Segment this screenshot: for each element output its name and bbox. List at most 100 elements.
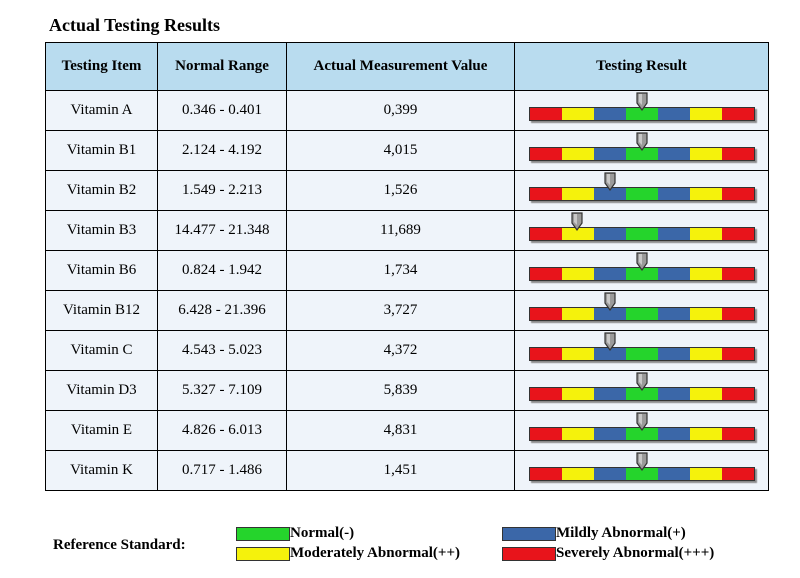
- mild-segment: [593, 307, 626, 320]
- testing-item-cell: Vitamin K: [45, 450, 158, 491]
- severe-segment: [721, 267, 754, 280]
- table-row: Vitamin B2 1.549 - 2.213 1,526: [45, 170, 769, 211]
- moderate-segment: [561, 187, 594, 200]
- normal-segment: [625, 307, 658, 320]
- normal-segment: [625, 467, 658, 480]
- normal-range-cell: 6.428 - 21.396: [157, 290, 287, 331]
- results-table-body: Vitamin A 0.346 - 0.401 0,399 Vitamin B1 2.1…: [45, 90, 769, 491]
- severe-segment: [529, 387, 562, 400]
- normal-segment: [625, 107, 658, 120]
- normal-segment: [625, 147, 658, 160]
- normal-range-cell: 0.717 - 1.486: [157, 450, 287, 491]
- actual-value-cell: 1,526: [286, 170, 515, 211]
- severe-segment: [721, 427, 754, 440]
- result-marker-icon: [635, 451, 648, 471]
- result-marker-icon: [635, 251, 648, 271]
- moderate-segment: [689, 307, 722, 320]
- severe-segment: [529, 307, 562, 320]
- moderate-segment: [561, 467, 594, 480]
- result-marker-icon: [635, 371, 648, 391]
- normal-segment: [625, 347, 658, 360]
- result-scale-bar: [528, 331, 755, 361]
- moderate-segment: [689, 267, 722, 280]
- legend-text-mild: Mildly Abnormal(+): [556, 525, 686, 541]
- severe-segment: [529, 187, 562, 200]
- header-actual-value: Actual Measurement Value: [286, 42, 515, 91]
- result-scale-bar: [528, 171, 755, 201]
- moderate-segment: [561, 307, 594, 320]
- testing-item-cell: Vitamin B6: [45, 250, 158, 291]
- normal-range-cell: 4.543 - 5.023: [157, 330, 287, 371]
- actual-value-cell: 4,831: [286, 410, 515, 451]
- testing-item-cell: Vitamin A: [45, 90, 158, 131]
- actual-value-cell: 4,015: [286, 130, 515, 171]
- actual-value-cell: 1,734: [286, 250, 515, 291]
- normal-segment: [625, 187, 658, 200]
- mild-segment: [593, 187, 626, 200]
- result-marker-icon: [635, 91, 648, 111]
- table-row: Vitamin B6 0.824 - 1.942 1,734: [45, 250, 769, 291]
- severe-segment: [529, 147, 562, 160]
- severe-segment: [721, 387, 754, 400]
- mild-segment: [657, 347, 690, 360]
- mild-segment: [593, 107, 626, 120]
- moderate-segment: [689, 107, 722, 120]
- testing-item-cell: Vitamin D3: [45, 370, 158, 411]
- normal-range-cell: 14.477 - 21.348: [157, 210, 287, 251]
- mild-swatch: [502, 527, 556, 541]
- result-marker-icon: [604, 331, 616, 351]
- header-testing-result: Testing Result: [514, 42, 769, 91]
- testing-item-cell: Vitamin E: [45, 410, 158, 451]
- testing-result-cell: [514, 290, 769, 331]
- result-marker-icon: [570, 211, 583, 231]
- moderate-segment: [561, 347, 594, 360]
- table-row: Vitamin B1 2.124 - 4.192 4,015: [45, 130, 769, 171]
- mild-segment: [593, 267, 626, 280]
- normal-range-cell: 0.824 - 1.942: [157, 250, 287, 291]
- result-scale-bar: [528, 131, 755, 161]
- header-normal-range: Normal Range: [157, 42, 287, 91]
- result-marker-icon: [604, 291, 616, 311]
- result-scale-bar: [528, 91, 755, 121]
- mild-segment: [657, 467, 690, 480]
- mild-segment: [593, 467, 626, 480]
- result-scale-bar: [528, 411, 755, 441]
- results-table: Testing Item Normal Range Actual Measure…: [45, 42, 769, 491]
- actual-value-cell: 1,451: [286, 450, 515, 491]
- testing-result-cell: [514, 370, 769, 411]
- normal-range-cell: 0.346 - 0.401: [157, 90, 287, 131]
- moderate-segment: [561, 427, 594, 440]
- moderate-segment: [561, 107, 594, 120]
- testing-item-cell: Vitamin B2: [45, 170, 158, 211]
- header-testing-item: Testing Item: [45, 42, 158, 91]
- table-row: Vitamin B12 6.428 - 21.396 3,727: [45, 290, 769, 331]
- result-scale-bar: [528, 451, 755, 481]
- table-row: Vitamin K 0.717 - 1.486 1,451: [45, 450, 769, 491]
- moderate-segment: [561, 147, 594, 160]
- legend-text-normal: Normal(-): [290, 525, 355, 541]
- table-row: Vitamin E 4.826 - 6.013 4,831: [45, 410, 769, 451]
- severe-segment: [529, 467, 562, 480]
- normal-segment: [625, 267, 658, 280]
- moderate-segment: [689, 187, 722, 200]
- testing-result-cell: [514, 450, 769, 491]
- testing-result-cell: [514, 90, 769, 131]
- moderate-segment: [689, 387, 722, 400]
- normal-segment: [625, 227, 658, 240]
- page-title: Actual Testing Results: [49, 15, 221, 35]
- severe-segment: [529, 267, 562, 280]
- moderate-segment: [689, 467, 722, 480]
- testing-result-cell: [514, 410, 769, 451]
- normal-range-cell: 5.327 - 7.109: [157, 370, 287, 411]
- result-scale-bar: [528, 371, 755, 401]
- severe-segment: [721, 347, 754, 360]
- severe-swatch: [502, 547, 556, 561]
- moderate-segment: [561, 387, 594, 400]
- moderate-segment: [689, 347, 722, 360]
- severe-segment: [529, 427, 562, 440]
- legend-text-severe: Severely Abnormal(+++): [556, 545, 715, 561]
- testing-result-cell: [514, 170, 769, 211]
- testing-item-cell: Vitamin C: [45, 330, 158, 371]
- moderate-swatch: [236, 547, 290, 561]
- moderate-segment: [689, 427, 722, 440]
